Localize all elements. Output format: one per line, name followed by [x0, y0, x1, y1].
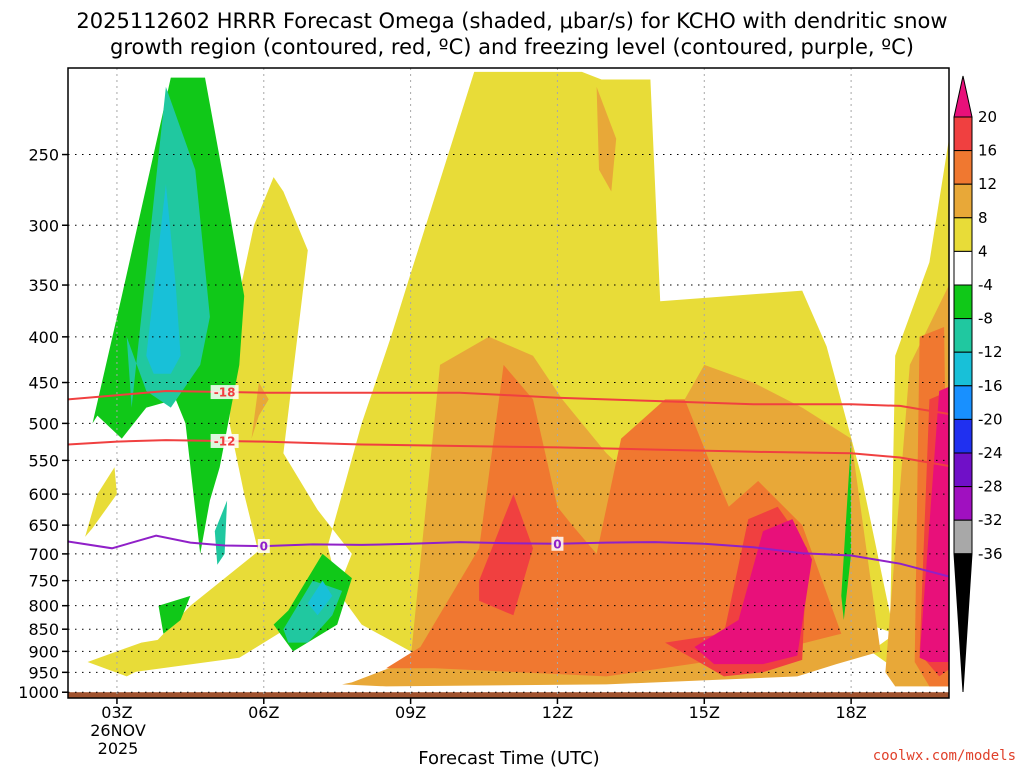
credit-label: coolwx.com/models [873, 748, 1016, 764]
colorbar-segment-1 [953, 150, 973, 185]
colorbar-segment-5 [953, 284, 973, 320]
colorbar-label-3: 8 [978, 209, 988, 227]
terrain-layer [68, 692, 949, 698]
colorbar-label-4: 4 [978, 242, 988, 260]
contour-line-2 [68, 534, 949, 578]
colorbar-segment-10 [953, 452, 973, 488]
omega-region-23 [307, 580, 333, 616]
omega-region-10 [479, 494, 533, 616]
contour-label-1-0: -12 [214, 434, 236, 448]
y-tick-label-750: 750 [28, 572, 59, 591]
colorbar-segment-2 [953, 183, 973, 219]
colorbar-segment-12 [953, 519, 973, 555]
omega-region-1 [85, 467, 117, 537]
y-tick-label-950: 950 [28, 663, 59, 682]
terrain-fill [68, 692, 949, 698]
omega-region-6 [596, 86, 617, 192]
x-tick-label-12Z: 12Z [542, 703, 573, 722]
omega-region-5 [251, 382, 269, 439]
y-axis: 250 300 350 400 450 500 550 600 650 700 750 800 850 9… [18, 146, 68, 702]
colorbar-segment-4 [953, 250, 973, 286]
colorbar-label-9: -20 [978, 410, 1003, 428]
y-tick-label-350: 350 [28, 276, 59, 295]
contour-label-0-0: -18 [214, 386, 236, 400]
y-tick-label-1000: 1000 [18, 683, 59, 702]
colorbar-bottom-arrow [953, 553, 973, 693]
y-tick-label-650: 650 [28, 516, 59, 535]
y-tick-label-850: 850 [28, 620, 59, 639]
omega-region-13 [694, 519, 812, 665]
y-tick-label-700: 700 [28, 545, 59, 564]
colorbar-label-8: -16 [978, 377, 1003, 395]
colorbar-top-arrow [953, 75, 973, 118]
x-tick-label-18Z: 18Z [835, 703, 866, 722]
colorbar-label-5: -4 [978, 276, 993, 294]
colorbar-label-1: 16 [978, 142, 997, 160]
y-tick-label-800: 800 [28, 597, 59, 616]
y-tick-label-300: 300 [28, 216, 59, 235]
chart-title-line-2: growth region (contoured, red, ºC) and f… [110, 35, 914, 59]
colorbar-label-7: -12 [978, 343, 1003, 361]
colorbar-label-0: 20 [978, 108, 997, 126]
omega-region-14 [919, 386, 949, 662]
colorbar-segment-7 [953, 351, 973, 387]
y-tick-label-600: 600 [28, 485, 59, 504]
contour-lines: -18 -12 0 0 [68, 385, 949, 578]
x-tick-label-09Z: 09Z [395, 703, 426, 722]
date-label-line-2: 2025 [98, 739, 139, 758]
colorbar: 20 16 12 8 4 -4 -8 -12 -16 -20 -24 -28 -32 -36 [953, 75, 1003, 693]
contour-label-bg-2-1 [551, 536, 564, 551]
x-tick-label-06Z: 06Z [248, 703, 279, 722]
title-block: 2025112602 HRRR Forecast Omega (shaded, … [76, 9, 947, 59]
contour-line-1 [68, 439, 949, 467]
colorbar-segment-6 [953, 318, 973, 353]
omega-region-21 [214, 500, 228, 565]
y-tick-label-500: 500 [28, 414, 59, 433]
contour-label-bg-0-0 [210, 385, 239, 400]
x-tick-label-03Z: 03Z [101, 703, 132, 722]
omega-shading [85, 71, 949, 687]
y-tick-label-250: 250 [28, 146, 59, 165]
contour-label-bg-2-0 [257, 539, 270, 554]
y-tick-label-900: 900 [28, 642, 59, 661]
colorbar-label-2: 12 [978, 175, 997, 193]
contour-label-2-1: 0 [553, 537, 561, 551]
chart-title-line-1: 2025112602 HRRR Forecast Omega (shaded, … [76, 9, 947, 33]
colorbar-segment-11 [953, 486, 973, 521]
colorbar-label-6: -8 [978, 310, 993, 328]
x-axis: 03Z 06Z 09Z 12Z 15Z 18Z [101, 698, 867, 722]
contour-label-2-0: 0 [260, 540, 268, 554]
omega-region-18 [841, 438, 852, 620]
y-tick-label-400: 400 [28, 328, 59, 347]
contour-line-0 [68, 389, 949, 415]
colorbar-label-13: -36 [978, 545, 1003, 563]
colorbar-segment-9 [953, 418, 973, 454]
colorbar-segment-0 [953, 116, 973, 152]
y-tick-label-550: 550 [28, 451, 59, 470]
colorbar-segment-3 [953, 217, 973, 252]
colorbar-label-11: -28 [978, 478, 1003, 496]
y-tick-label-450: 450 [28, 374, 59, 393]
colorbar-label-10: -24 [978, 444, 1003, 462]
omega-region-22 [146, 184, 181, 374]
date-label-line-1: 26NOV [90, 721, 146, 740]
colorbar-label-12: -32 [978, 511, 1003, 529]
omega-region-3 [116, 525, 333, 675]
contour-label-bg-1-0 [210, 433, 239, 448]
x-tick-label-15Z: 15Z [689, 703, 720, 722]
colorbar-segment-8 [953, 385, 973, 420]
x-axis-label: Forecast Time (UTC) [418, 748, 599, 768]
